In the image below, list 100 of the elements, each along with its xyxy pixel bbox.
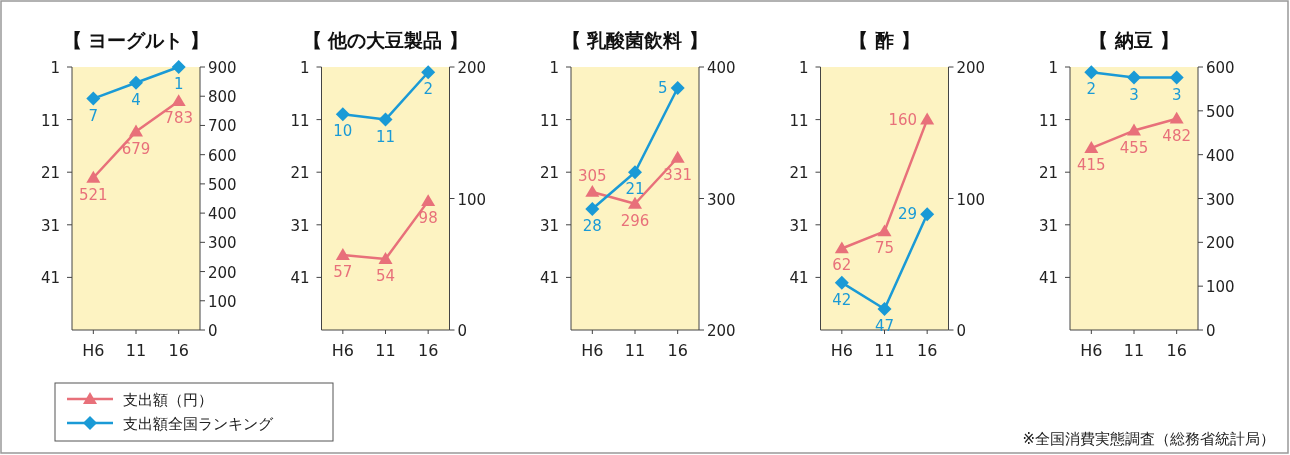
y2-tick-label: 0 bbox=[208, 322, 218, 340]
chart-title: 【 酢 】 bbox=[849, 29, 920, 51]
y-tick-label: 21 bbox=[539, 164, 559, 183]
chart-title: 【 納豆 】 bbox=[1089, 29, 1179, 51]
y-tick-label: 31 bbox=[789, 216, 809, 235]
y-tick-label: 31 bbox=[290, 216, 310, 235]
y-tick-label: 11 bbox=[290, 111, 310, 130]
legend-label: 支出額全国ランキング bbox=[123, 415, 274, 433]
data-label: 415 bbox=[1077, 156, 1106, 175]
point bbox=[628, 196, 642, 209]
data-label: 305 bbox=[578, 166, 607, 185]
x-tick-label: 11 bbox=[624, 341, 646, 360]
text: ※全国消費実態調査（総務省統計局） bbox=[1022, 430, 1275, 448]
data-label: 28 bbox=[582, 217, 602, 236]
point bbox=[1127, 123, 1141, 136]
data-label: 455 bbox=[1119, 138, 1149, 157]
point bbox=[86, 170, 101, 183]
data-label: 296 bbox=[620, 211, 650, 230]
point bbox=[585, 184, 600, 197]
y2-tick-label: 200 bbox=[457, 59, 487, 77]
point bbox=[378, 112, 393, 127]
y2-tick-label: 500 bbox=[1206, 102, 1235, 121]
point bbox=[670, 150, 685, 163]
point bbox=[171, 94, 186, 107]
data-label: 54 bbox=[375, 266, 396, 285]
data-label: 2 bbox=[423, 80, 433, 99]
data-label: 10 bbox=[333, 122, 353, 141]
x-tick-label: H6 bbox=[331, 341, 354, 360]
chart-title: 【 乳酸菌飲料 】 bbox=[561, 29, 709, 51]
x-tick-label: 11 bbox=[375, 341, 396, 360]
x-tick-label: 11 bbox=[125, 341, 147, 360]
x-tick-label: 11 bbox=[1123, 341, 1145, 360]
data-label: 1 bbox=[173, 75, 184, 93]
y2-tick-label: 200 bbox=[707, 322, 736, 340]
point bbox=[920, 112, 935, 125]
point bbox=[834, 241, 849, 254]
y-tick-label: 31 bbox=[539, 216, 559, 235]
data-label: 160 bbox=[888, 110, 918, 129]
point bbox=[378, 251, 393, 264]
data-label: 679 bbox=[121, 139, 151, 158]
x-tick-label: 16 bbox=[417, 341, 439, 360]
data-label: 57 bbox=[333, 263, 353, 282]
y2-tick-label: 600 bbox=[1206, 59, 1235, 77]
y2-tick-label: 300 bbox=[707, 190, 736, 209]
y-tick-label: 21 bbox=[789, 164, 809, 183]
y-tick-label: 11 bbox=[1038, 111, 1058, 130]
x-tick-label: 16 bbox=[667, 341, 688, 360]
data-label: 2 bbox=[1086, 80, 1097, 99]
data-label: 75 bbox=[874, 239, 895, 258]
y-tick-label: 11 bbox=[789, 111, 809, 130]
data-label: 783 bbox=[164, 109, 193, 128]
data-label: 4 bbox=[131, 90, 141, 109]
y2-tick-label: 100 bbox=[1206, 278, 1235, 297]
x-tick-label: H6 bbox=[82, 341, 105, 360]
data-label: 11 bbox=[375, 127, 396, 146]
data-label: 98 bbox=[418, 209, 438, 228]
data-label: 21 bbox=[625, 180, 645, 199]
y2-tick-label: 0 bbox=[457, 322, 468, 340]
point bbox=[129, 75, 143, 90]
y2-tick-label: 700 bbox=[208, 117, 237, 136]
data-label: 62 bbox=[832, 256, 852, 275]
y2-tick-label: 200 bbox=[1206, 234, 1235, 253]
y-tick-label: 41 bbox=[1038, 269, 1058, 288]
y-tick-label: 31 bbox=[1038, 216, 1058, 235]
point bbox=[877, 301, 892, 316]
y2-tick-label: 100 bbox=[457, 190, 487, 209]
data-label: 29 bbox=[898, 205, 918, 224]
y2-tick-label: 300 bbox=[1206, 190, 1235, 209]
point bbox=[877, 224, 892, 237]
y-tick-label: 21 bbox=[1038, 164, 1058, 183]
point bbox=[335, 248, 350, 260]
y-tick-label: 11 bbox=[40, 111, 60, 130]
y-tick-label: 41 bbox=[40, 269, 60, 288]
data-label: 5 bbox=[658, 79, 668, 98]
x-tick-label: 11 bbox=[874, 341, 895, 360]
data-label: 7 bbox=[88, 106, 99, 125]
y2-tick-label: 600 bbox=[208, 146, 237, 165]
point bbox=[421, 194, 436, 207]
data-label: 3 bbox=[1171, 85, 1182, 104]
point bbox=[628, 165, 642, 180]
y-tick-label: 1 bbox=[50, 59, 60, 77]
y2-tick-label: 400 bbox=[208, 205, 237, 224]
point bbox=[171, 60, 186, 74]
legend-label: 支出額（円） bbox=[123, 391, 213, 409]
y-tick-label: 1 bbox=[549, 59, 559, 77]
y2-tick-label: 0 bbox=[956, 322, 967, 340]
y2-tick-label: 100 bbox=[956, 190, 986, 209]
chart-title: 【 ヨーグルト 】 bbox=[62, 29, 210, 51]
data-label: 331 bbox=[663, 165, 692, 184]
y2-tick-label: 800 bbox=[208, 88, 237, 107]
y-tick-label: 21 bbox=[290, 164, 310, 183]
point bbox=[670, 81, 685, 96]
point bbox=[1084, 141, 1099, 153]
y-tick-label: 41 bbox=[290, 269, 310, 288]
x-tick-label: H6 bbox=[1080, 341, 1103, 360]
y2-tick-label: 0 bbox=[1206, 322, 1216, 340]
x-tick-label: 16 bbox=[916, 341, 938, 360]
data-label: 482 bbox=[1162, 126, 1191, 145]
y2-tick-label: 500 bbox=[208, 175, 237, 194]
x-tick-label: 16 bbox=[168, 341, 189, 360]
